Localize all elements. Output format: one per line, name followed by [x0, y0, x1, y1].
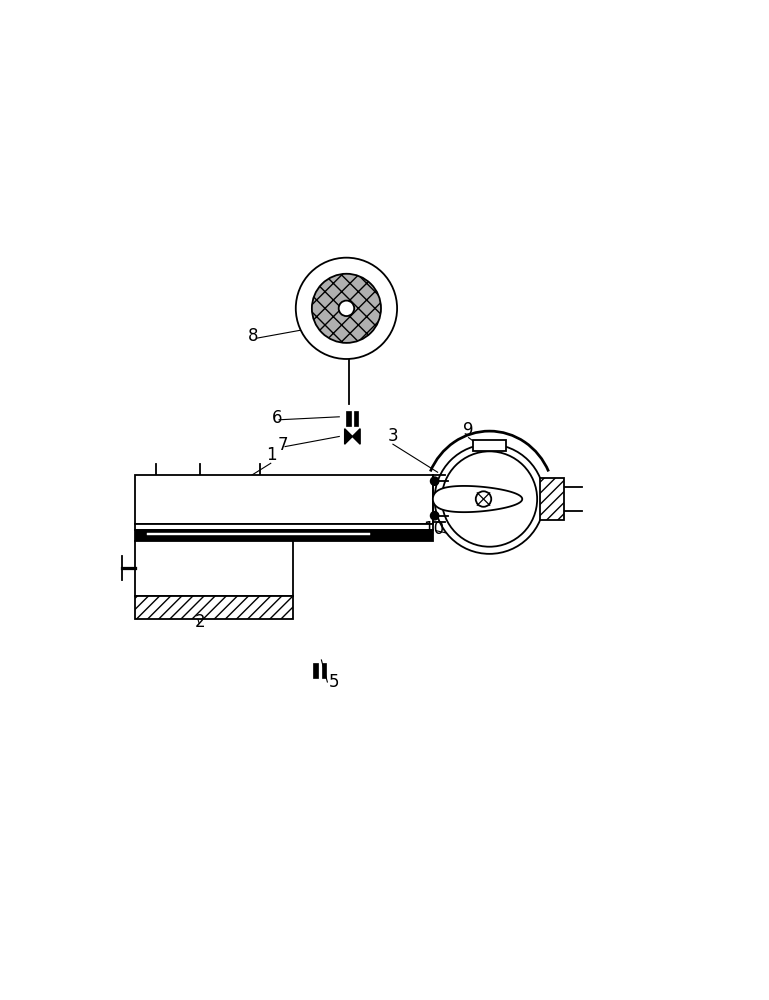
- Text: 1: 1: [266, 446, 277, 464]
- Text: 9: 9: [463, 421, 473, 439]
- Text: 2: 2: [195, 613, 205, 631]
- Circle shape: [431, 512, 439, 520]
- Circle shape: [312, 274, 381, 343]
- Bar: [321, 663, 327, 678]
- Bar: [135, 530, 433, 541]
- Bar: [135, 475, 433, 524]
- Text: 11: 11: [441, 499, 462, 517]
- Circle shape: [476, 491, 491, 507]
- Bar: [355, 411, 358, 426]
- Bar: [473, 440, 506, 451]
- Bar: [346, 411, 351, 426]
- Polygon shape: [433, 486, 522, 512]
- Bar: [313, 663, 318, 678]
- Text: 4: 4: [494, 522, 504, 540]
- Text: 6: 6: [272, 409, 282, 427]
- Bar: [147, 533, 371, 535]
- Circle shape: [431, 477, 439, 485]
- Bar: [135, 524, 433, 530]
- Circle shape: [441, 451, 538, 547]
- Polygon shape: [352, 429, 360, 444]
- Circle shape: [434, 444, 544, 554]
- Text: 3: 3: [388, 427, 399, 445]
- Bar: [135, 596, 293, 619]
- Text: 10: 10: [423, 520, 444, 538]
- Polygon shape: [345, 429, 352, 444]
- Text: 5: 5: [328, 673, 339, 691]
- Bar: [540, 478, 564, 520]
- Text: 7: 7: [278, 436, 288, 454]
- Bar: [135, 541, 293, 596]
- Circle shape: [338, 301, 355, 316]
- Circle shape: [296, 258, 397, 359]
- Text: 8: 8: [248, 327, 258, 345]
